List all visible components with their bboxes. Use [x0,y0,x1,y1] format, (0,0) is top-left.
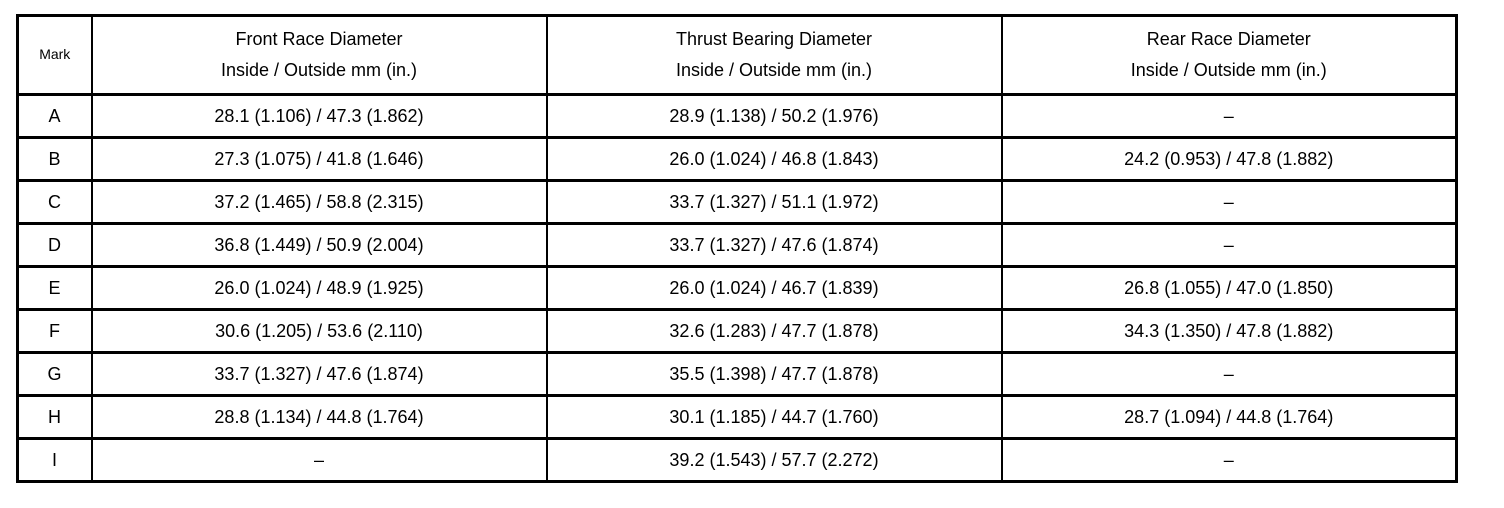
table-row: I – 39.2 (1.543) / 57.7 (2.272) – [16,437,1458,483]
cell-rear-race-diameter: 26.8 (1.055) / 47.0 (1.850) [1000,265,1458,311]
table-row: E 26.0 (1.024) / 48.9 (1.925) 26.0 (1.02… [16,265,1458,311]
race-diameter-spec-table: Mark Front Race Diameter Inside / Outsid… [16,14,1458,483]
cell-front-race-diameter: 37.2 (1.465) / 58.8 (2.315) [90,179,548,225]
table-row: H 28.8 (1.134) / 44.8 (1.764) 30.1 (1.18… [16,394,1458,440]
cell-front-race-diameter: 30.6 (1.205) / 53.6 (2.110) [90,308,548,354]
column-header-thrust-line1: Thrust Bearing Diameter [675,29,873,50]
cell-mark: A [16,93,93,139]
cell-thrust-bearing-diameter: 28.9 (1.138) / 50.2 (1.976) [545,93,1003,139]
cell-thrust-bearing-diameter: 32.6 (1.283) / 47.7 (1.878) [545,308,1003,354]
column-header-mark: Mark [16,14,93,96]
cell-thrust-bearing-diameter: 30.1 (1.185) / 44.7 (1.760) [545,394,1003,440]
cell-rear-race-diameter: – [1000,93,1458,139]
cell-front-race-diameter: 26.0 (1.024) / 48.9 (1.925) [90,265,548,311]
cell-front-race-diameter: 33.7 (1.327) / 47.6 (1.874) [90,351,548,397]
cell-front-race-diameter: 28.8 (1.134) / 44.8 (1.764) [90,394,548,440]
table-row: F 30.6 (1.205) / 53.6 (2.110) 32.6 (1.28… [16,308,1458,354]
cell-thrust-bearing-diameter: 33.7 (1.327) / 47.6 (1.874) [545,222,1003,268]
cell-rear-race-diameter: – [1000,222,1458,268]
table-row: A 28.1 (1.106) / 47.3 (1.862) 28.9 (1.13… [16,93,1458,139]
cell-rear-race-diameter: – [1000,351,1458,397]
cell-rear-race-diameter: 34.3 (1.350) / 47.8 (1.882) [1000,308,1458,354]
cell-mark: I [16,437,93,483]
cell-front-race-diameter: 36.8 (1.449) / 50.9 (2.004) [90,222,548,268]
column-header-rear-line2: Inside / Outside mm (in.) [1130,60,1327,80]
cell-mark: D [16,222,93,268]
table-row: C 37.2 (1.465) / 58.8 (2.315) 33.7 (1.32… [16,179,1458,225]
cell-mark: C [16,179,93,225]
cell-front-race-diameter: – [90,437,548,483]
cell-rear-race-diameter: – [1000,179,1458,225]
header-row: Mark Front Race Diameter Inside / Outsid… [16,14,1458,96]
table-row: B 27.3 (1.075) / 41.8 (1.646) 26.0 (1.02… [16,136,1458,182]
cell-mark: F [16,308,93,354]
cell-thrust-bearing-diameter: 33.7 (1.327) / 51.1 (1.972) [545,179,1003,225]
column-header-front-race-diameter: Front Race Diameter Inside / Outside mm … [90,14,548,96]
cell-mark: E [16,265,93,311]
cell-rear-race-diameter: 28.7 (1.094) / 44.8 (1.764) [1000,394,1458,440]
cell-mark: G [16,351,93,397]
table-header: Mark Front Race Diameter Inside / Outsid… [16,14,1458,96]
table-row: D 36.8 (1.449) / 50.9 (2.004) 33.7 (1.32… [16,222,1458,268]
cell-thrust-bearing-diameter: 35.5 (1.398) / 47.7 (1.878) [545,351,1003,397]
table-body: A 28.1 (1.106) / 47.3 (1.862) 28.9 (1.13… [16,93,1458,483]
cell-thrust-bearing-diameter: 26.0 (1.024) / 46.7 (1.839) [545,265,1003,311]
column-header-front-line1: Front Race Diameter [235,29,403,50]
cell-mark: H [16,394,93,440]
column-header-rear-race-diameter: Rear Race Diameter Inside / Outside mm (… [1000,14,1458,96]
cell-rear-race-diameter: 24.2 (0.953) / 47.8 (1.882) [1000,136,1458,182]
column-header-thrust-line2: Inside / Outside mm (in.) [675,60,873,80]
cell-mark: B [16,136,93,182]
cell-rear-race-diameter: – [1000,437,1458,483]
column-header-rear-line1: Rear Race Diameter [1146,29,1311,50]
cell-thrust-bearing-diameter: 26.0 (1.024) / 46.8 (1.843) [545,136,1003,182]
table-row: G 33.7 (1.327) / 47.6 (1.874) 35.5 (1.39… [16,351,1458,397]
cell-front-race-diameter: 28.1 (1.106) / 47.3 (1.862) [90,93,548,139]
cell-thrust-bearing-diameter: 39.2 (1.543) / 57.7 (2.272) [545,437,1003,483]
column-header-front-line2: Inside / Outside mm (in.) [220,60,418,80]
column-header-thrust-bearing-diameter: Thrust Bearing Diameter Inside / Outside… [545,14,1003,96]
cell-front-race-diameter: 27.3 (1.075) / 41.8 (1.646) [90,136,548,182]
